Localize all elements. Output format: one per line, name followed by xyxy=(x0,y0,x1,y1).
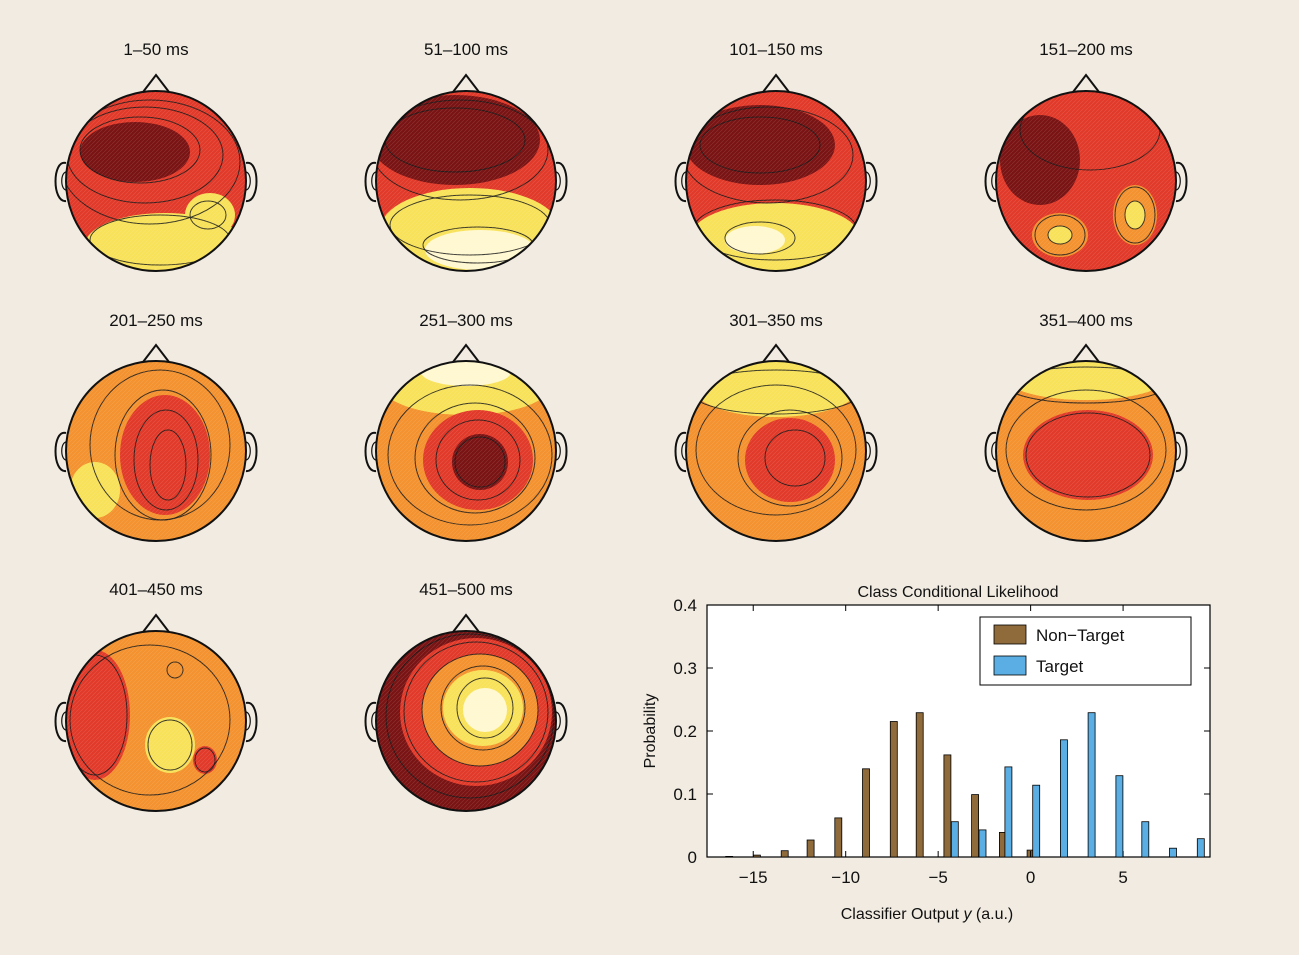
topomap-151-200ms: 151–200 ms xyxy=(984,40,1188,272)
topomap-3-label: 101–150 ms xyxy=(729,40,823,59)
topomap-2-label: 51–100 ms xyxy=(424,40,508,59)
class-likelihood-chart: −15 −10 −5 0 5 0 0.1 0.2 0.3 0.4 Class Condition… xyxy=(642,584,1211,923)
bar-target-5 xyxy=(1087,712,1096,858)
x-tick-label-0: −15 xyxy=(739,868,768,887)
x-tick-label-3: 0 xyxy=(1026,868,1035,887)
bar-non-target-3 xyxy=(806,839,815,858)
bar-target-3 xyxy=(1032,784,1041,858)
bar-non-target-6 xyxy=(889,721,898,858)
bar-non-target-7 xyxy=(915,712,924,858)
topomap-201-250ms: 201–250 ms xyxy=(54,311,258,542)
legend-label-target: Target xyxy=(1036,657,1084,676)
topomap-251-300ms: 251–300 ms xyxy=(364,311,568,542)
y-tick-label-4: 0.4 xyxy=(673,596,697,615)
bar-non-target-9 xyxy=(971,794,979,858)
topomap-401-450ms: 401–450 ms xyxy=(54,580,258,812)
topomap-451-500ms: 451–500 ms xyxy=(364,580,568,812)
x-axis-label: Classifier Output y (a.u.) xyxy=(841,906,1014,923)
topomap-6-label: 251–300 ms xyxy=(419,311,513,330)
topomap-4-label: 151–200 ms xyxy=(1039,40,1133,59)
bar-non-target-4 xyxy=(834,817,843,858)
y-tick-label-2: 0.2 xyxy=(673,722,697,741)
topomap-51-100ms: 51–100 ms xyxy=(364,40,568,272)
bar-target-1 xyxy=(978,829,987,858)
bar-target-6 xyxy=(1115,775,1124,858)
x-tick-label-1: −10 xyxy=(831,868,860,887)
bar-target-0 xyxy=(950,821,959,858)
x-tick-label-4: 5 xyxy=(1118,868,1127,887)
topomaps: 1–50 ms 51–100 ms xyxy=(54,40,1188,812)
y-axis-label: Probability xyxy=(642,694,659,769)
bar-non-target-0 xyxy=(725,856,734,858)
y-tick-label-0: 0 xyxy=(688,848,697,867)
x-axis-label-variable: y xyxy=(962,906,972,923)
topomap-9-label: 401–450 ms xyxy=(109,580,203,599)
topomap-5-head xyxy=(54,343,258,542)
topomap-10-head xyxy=(364,613,568,812)
topomap-9-head xyxy=(54,613,258,812)
bar-non-target-2 xyxy=(780,850,789,858)
bar-target-2 xyxy=(1004,766,1013,858)
bar-target-8 xyxy=(1169,847,1177,858)
legend-label-non-target: Non−Target xyxy=(1036,626,1125,645)
bar-target-4 xyxy=(1060,739,1068,858)
topomap-7-label: 301–350 ms xyxy=(729,311,823,330)
y-ticks: 0 0.1 0.2 0.3 0.4 xyxy=(673,596,1210,867)
bars xyxy=(725,712,1205,858)
topomap-101-150ms: 101–150 ms xyxy=(674,40,878,272)
x-ticks: −15 −10 −5 0 5 xyxy=(739,605,1128,887)
x-axis-label-prefix: Classifier Output xyxy=(841,906,964,923)
bar-non-target-1 xyxy=(753,854,761,858)
topomap-6-head xyxy=(364,343,568,542)
chart-title: Class Conditional Likelihood xyxy=(857,584,1058,601)
topomap-2-head xyxy=(364,73,568,272)
topomap-8-label: 351–400 ms xyxy=(1039,311,1133,330)
y-tick-label-3: 0.3 xyxy=(673,659,697,678)
topomap-4-head xyxy=(984,73,1188,272)
legend-swatch-non-target xyxy=(993,624,1027,645)
bar-non-target-5 xyxy=(862,768,870,858)
y-tick-label-1: 0.1 xyxy=(673,785,697,804)
x-axis-label-suffix: (a.u.) xyxy=(971,906,1013,923)
bar-target-7 xyxy=(1141,821,1150,858)
legend: Non−Target Target xyxy=(979,616,1192,686)
legend-swatch-target xyxy=(993,655,1027,676)
topomap-5-label: 201–250 ms xyxy=(109,311,203,330)
topomap-10-label: 451–500 ms xyxy=(419,580,513,599)
bar-target-9 xyxy=(1196,838,1205,858)
topomap-1-label: 1–50 ms xyxy=(123,40,188,59)
x-tick-label-2: −5 xyxy=(928,868,947,887)
topomap-3-head xyxy=(674,73,878,272)
bar-non-target-8 xyxy=(943,754,952,858)
